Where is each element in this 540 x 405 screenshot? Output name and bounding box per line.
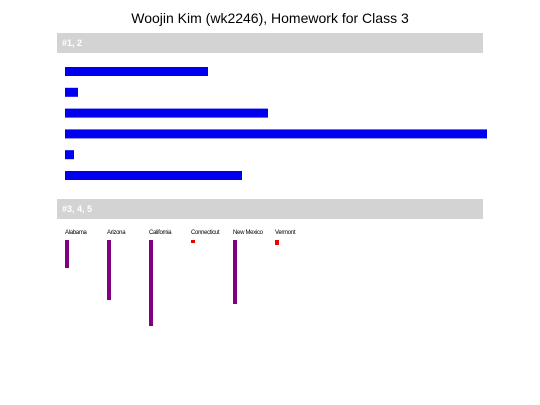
state-label: California [149,230,172,236]
horizontal-bar [65,150,74,160]
section-title: #3, 4, 5 [62,204,92,214]
horizontal-bar [65,87,78,97]
section-header [57,199,483,219]
state-label: Arizona [107,230,126,236]
state-label: New Mexico [233,230,264,236]
vertical-bar [149,240,153,326]
state-label: Vermont [275,230,296,236]
horizontal-bar [65,67,208,76]
vertical-bar [107,240,111,300]
state-label: Connecticut [191,230,220,236]
horizontal-bar [65,129,487,139]
section-header [57,33,483,53]
state-label: Alabama [65,230,88,236]
vertical-bar [275,240,279,245]
vertical-bar [233,240,237,304]
page-title: Woojin Kim (wk2246), Homework for Class … [131,10,409,26]
section-title: #1, 2 [62,38,82,48]
vertical-bar [191,240,195,243]
horizontal-bar [65,171,242,180]
horizontal-bar [65,108,268,118]
vertical-bar [65,240,69,268]
